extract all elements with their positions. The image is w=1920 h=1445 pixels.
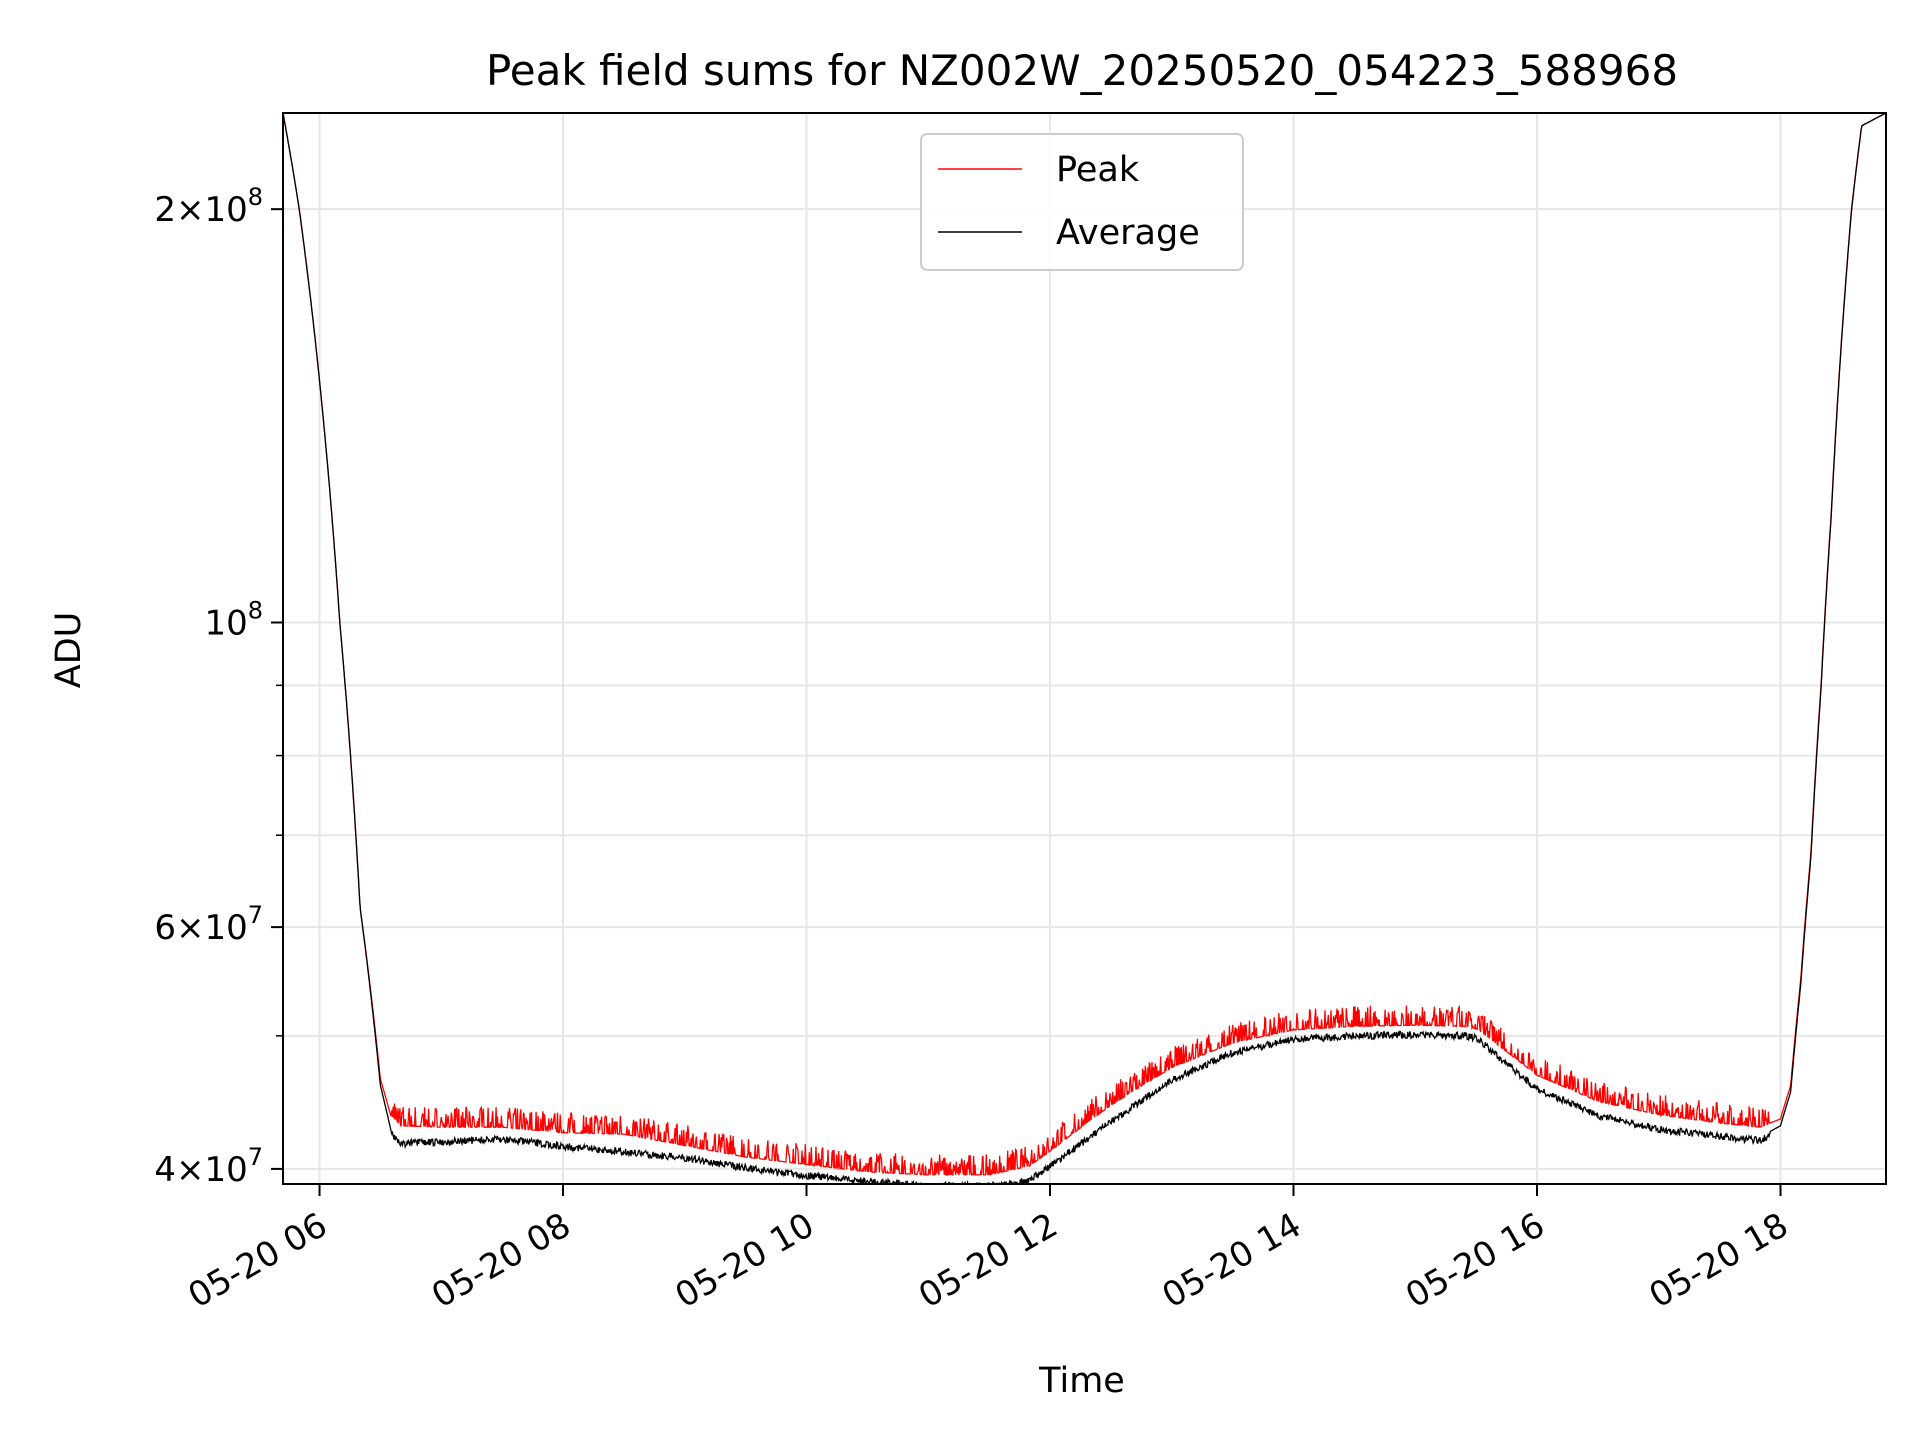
plot-frame: [282, 112, 1887, 1185]
series-line-peak: [283, 113, 1886, 1177]
y-axis-label: ADU: [49, 612, 89, 689]
x-axis-label: Time: [1038, 1361, 1125, 1401]
chart-title: Peak field sums for NZ002W_20250520_0542…: [486, 46, 1678, 95]
y-tick-label: 108: [204, 597, 263, 644]
series-lines: [283, 113, 1886, 1184]
legend: Peak Average: [920, 133, 1244, 271]
series-line-average: [283, 113, 1886, 1184]
legend-label-average: Average: [1056, 213, 1200, 253]
grid-lines: [283, 113, 1886, 1184]
legend-label-peak: Peak: [1056, 150, 1140, 190]
y-tick-label: 6×107: [154, 901, 263, 948]
legend-box: [920, 133, 1244, 271]
y-axis-ticks: 2×108 108 6×107 4×107: [154, 183, 283, 1190]
y-tick-label: 2×108: [154, 183, 263, 230]
y-tick-label: 4×107: [154, 1143, 263, 1190]
